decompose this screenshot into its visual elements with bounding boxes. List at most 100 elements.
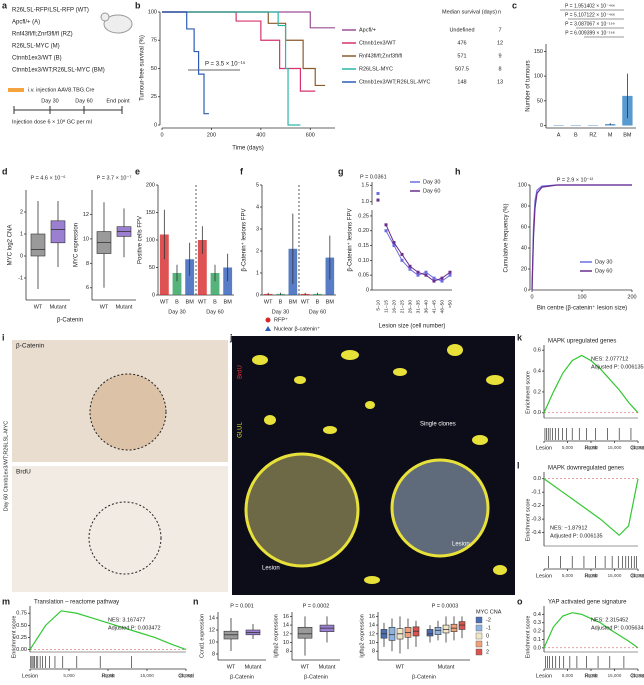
annotation: Single clones [420, 422, 456, 428]
point [440, 279, 444, 283]
y-axis-title: β-Catenin⁺ lesions FPV [347, 209, 354, 272]
x-tick-label: WT [301, 299, 310, 305]
x-tick-label: 26–30 [407, 300, 413, 314]
y-axis-title: Igfbp2 expression [273, 614, 279, 657]
legend-marker [265, 317, 271, 323]
legend-swatch [475, 632, 483, 640]
x-tick-label: 5,000 [562, 573, 574, 578]
y-tick-label: 1.5 [361, 183, 369, 189]
y-tick-label: 8 [372, 649, 375, 655]
panel-label: h [455, 166, 461, 176]
box [30, 233, 46, 257]
syringe-icon [8, 88, 24, 92]
y-tick-label: 10 [83, 236, 89, 242]
x-tick-label: 10,000 [584, 445, 598, 450]
y-tick-label: 8 [212, 651, 215, 657]
stain-label: BrdU [16, 469, 31, 476]
clone-blobs [252, 344, 507, 584]
y-tick-label: 0.1 [533, 637, 541, 643]
y-tick-label: 5 [256, 182, 259, 188]
x-tick-label: 31–35 [415, 300, 421, 314]
p-value: P = 3.5 × 10⁻¹⁵ [205, 61, 246, 68]
p-value: P = 4.6 × 10⁻⁶ [30, 174, 65, 181]
y-tick-label: 0.15 [358, 243, 369, 249]
mouse-icon [103, 14, 133, 34]
table-cell: 476 [457, 40, 466, 46]
genotype: Ctnnb1ex3/WT (B) [12, 56, 62, 62]
point [408, 264, 412, 268]
y-tick-label: -0.4 [532, 530, 541, 536]
y-axis-title: Cumulative frequency (%) [504, 203, 510, 272]
lesion-region [244, 452, 360, 568]
p-value: P = 6.009399 × 10⁻¹⁶⁸ [565, 30, 615, 36]
survival-curve [162, 11, 326, 87]
legend-swatch [475, 648, 483, 656]
bar [197, 240, 207, 295]
x-tick-label: 15,000 [608, 573, 622, 578]
genotype: R26LSL-MYC (M) [12, 44, 60, 50]
p-value: P = 1.951402 × 10⁻⁴⁶⁶ [565, 3, 615, 9]
rank-label: Lesion [536, 573, 552, 579]
legend-swatch [475, 616, 483, 624]
x-tick-label: B [574, 132, 578, 138]
y-tick-label: 12 [369, 631, 375, 637]
x-tick-label: 0 [530, 294, 533, 300]
point [448, 270, 452, 274]
bar [172, 273, 182, 295]
p-value: P = 5.107122 × 10⁻⁴⁶⁶ [565, 12, 615, 18]
box [297, 626, 313, 639]
panel-label: b [135, 0, 141, 10]
rank-label: Clonal [630, 573, 644, 579]
survival-curve [162, 11, 316, 92]
panel-label: a [2, 0, 8, 10]
group-label: Day 30 [168, 309, 185, 315]
x-tick-label: B [175, 299, 179, 305]
p-value: P = 3.087067 × 10⁻¹⁹⁹ [565, 21, 615, 27]
y-tick-label: 100 [518, 182, 527, 188]
clone [472, 435, 488, 445]
gsea-title: MAPK upregulated genes [548, 339, 616, 345]
x-tick-label: 10,000 [584, 573, 598, 578]
legend-label: Day 30 [595, 259, 612, 265]
x-tick-label: BM [326, 299, 335, 305]
legend-label: Day 30 [423, 179, 440, 185]
x-tick-label: WT [34, 304, 43, 310]
y-axis-title: Enrichment score [525, 371, 531, 414]
gsea-title: Translation – reactome pathway [34, 600, 119, 606]
clone [493, 565, 507, 575]
timeline-label: Day 60 [75, 98, 92, 104]
y-axis-title: Tumour-free survival (%) [140, 35, 146, 101]
gsea-title: YAP activated gene signature [548, 600, 627, 606]
y-tick-label: 4 [256, 204, 259, 210]
x-tick-label: 400 [256, 132, 265, 138]
y-tick-label: 150 [534, 49, 543, 55]
box [388, 626, 396, 641]
legend-swatch [475, 640, 483, 648]
rank-label: Lesion [22, 673, 38, 679]
y-tick-label: 0.0 [533, 645, 541, 651]
point [424, 270, 428, 274]
clone [486, 375, 504, 385]
x-tick-label: Mutant [245, 664, 262, 670]
y-tick-label: 10 [283, 640, 289, 646]
rank-label: Lesion [536, 445, 552, 451]
point [416, 270, 420, 274]
x-tick-label: BM [289, 299, 298, 305]
group-label: Day 60 [309, 309, 326, 315]
x-tick-label: 5,000 [562, 445, 574, 450]
x-axis-title: Bin centre (β-catenin⁺ lesion size) [537, 305, 627, 312]
y-tick-label: 0.50 [16, 623, 27, 629]
y-tick-label: 0.6 [533, 348, 541, 354]
y-tick-label: -0.3 [532, 517, 541, 523]
rank-label: Lesion [536, 673, 552, 679]
y-tick-label: 0.10 [358, 258, 369, 264]
legend-title: MYC CNA [476, 609, 502, 615]
x-tick-label: 20,000 [179, 673, 193, 678]
x-tick-label: 20,000 [631, 573, 644, 578]
y-tick-label: 50 [149, 265, 155, 271]
y-tick-label: 8 [286, 649, 289, 655]
y-tick-label: 80 [521, 203, 527, 209]
panel-label: d [2, 166, 8, 176]
x-tick-label: 15,000 [608, 673, 622, 678]
timeline-label: End point [106, 98, 130, 104]
